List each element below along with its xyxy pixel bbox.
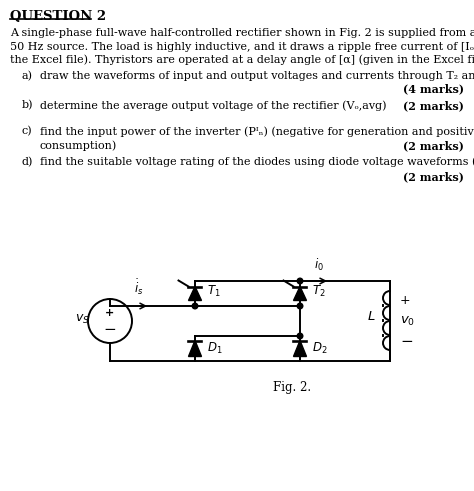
Text: +: + — [105, 308, 115, 318]
Polygon shape — [189, 340, 201, 356]
Text: draw the waveforms of input and output voltages and currents through T₂ and D₂: draw the waveforms of input and output v… — [40, 71, 474, 81]
Text: $L$: $L$ — [367, 309, 376, 323]
Text: $i_0$: $i_0$ — [314, 257, 324, 273]
Text: $v_S$: $v_S$ — [75, 312, 89, 326]
Text: find the input power of the inverter (Pᴵₙ) (negative for generation and positive: find the input power of the inverter (Pᴵ… — [40, 126, 474, 136]
Text: +: + — [400, 295, 410, 307]
Text: $T_1$: $T_1$ — [207, 284, 221, 299]
Circle shape — [192, 303, 198, 309]
Text: determine the average output voltage of the rectifier (Vₒ,avg): determine the average output voltage of … — [40, 100, 386, 110]
Polygon shape — [189, 287, 201, 300]
Text: −: − — [400, 333, 413, 349]
Text: a): a) — [22, 71, 33, 82]
Text: $T_2$: $T_2$ — [312, 284, 326, 299]
Text: $v_0$: $v_0$ — [400, 314, 415, 327]
Text: the Excel file). Thyristors are operated at a delay angle of [α] (given in the E: the Excel file). Thyristors are operated… — [10, 54, 474, 64]
Text: (2 marks): (2 marks) — [403, 100, 464, 111]
Text: (4 marks): (4 marks) — [403, 83, 464, 94]
Text: $D_2$: $D_2$ — [312, 341, 328, 356]
Text: $\dot{i}_s$: $\dot{i}_s$ — [134, 277, 144, 297]
Polygon shape — [293, 340, 307, 356]
Text: −: − — [104, 323, 117, 337]
Text: c): c) — [22, 126, 33, 136]
Text: Fig. 2.: Fig. 2. — [273, 381, 311, 394]
Text: (2 marks): (2 marks) — [403, 171, 464, 182]
Text: b): b) — [22, 100, 34, 110]
Text: 50 Hz source. The load is highly inductive, and it draws a ripple free current o: 50 Hz source. The load is highly inducti… — [10, 41, 474, 52]
Text: find the suitable voltage rating of the diodes using diode voltage waveforms (|V: find the suitable voltage rating of the … — [40, 157, 474, 169]
Text: (2 marks): (2 marks) — [403, 140, 464, 151]
Circle shape — [297, 303, 303, 309]
Circle shape — [297, 333, 303, 339]
Text: QUESTION 2: QUESTION 2 — [10, 10, 106, 23]
Text: A single-phase full-wave half-controlled rectifier shown in Fig. 2 is supplied f: A single-phase full-wave half-controlled… — [10, 28, 474, 38]
Polygon shape — [293, 287, 307, 300]
Text: d): d) — [22, 157, 33, 167]
Text: consumption): consumption) — [40, 140, 117, 151]
Circle shape — [297, 278, 303, 284]
Text: $D_1$: $D_1$ — [207, 341, 222, 356]
